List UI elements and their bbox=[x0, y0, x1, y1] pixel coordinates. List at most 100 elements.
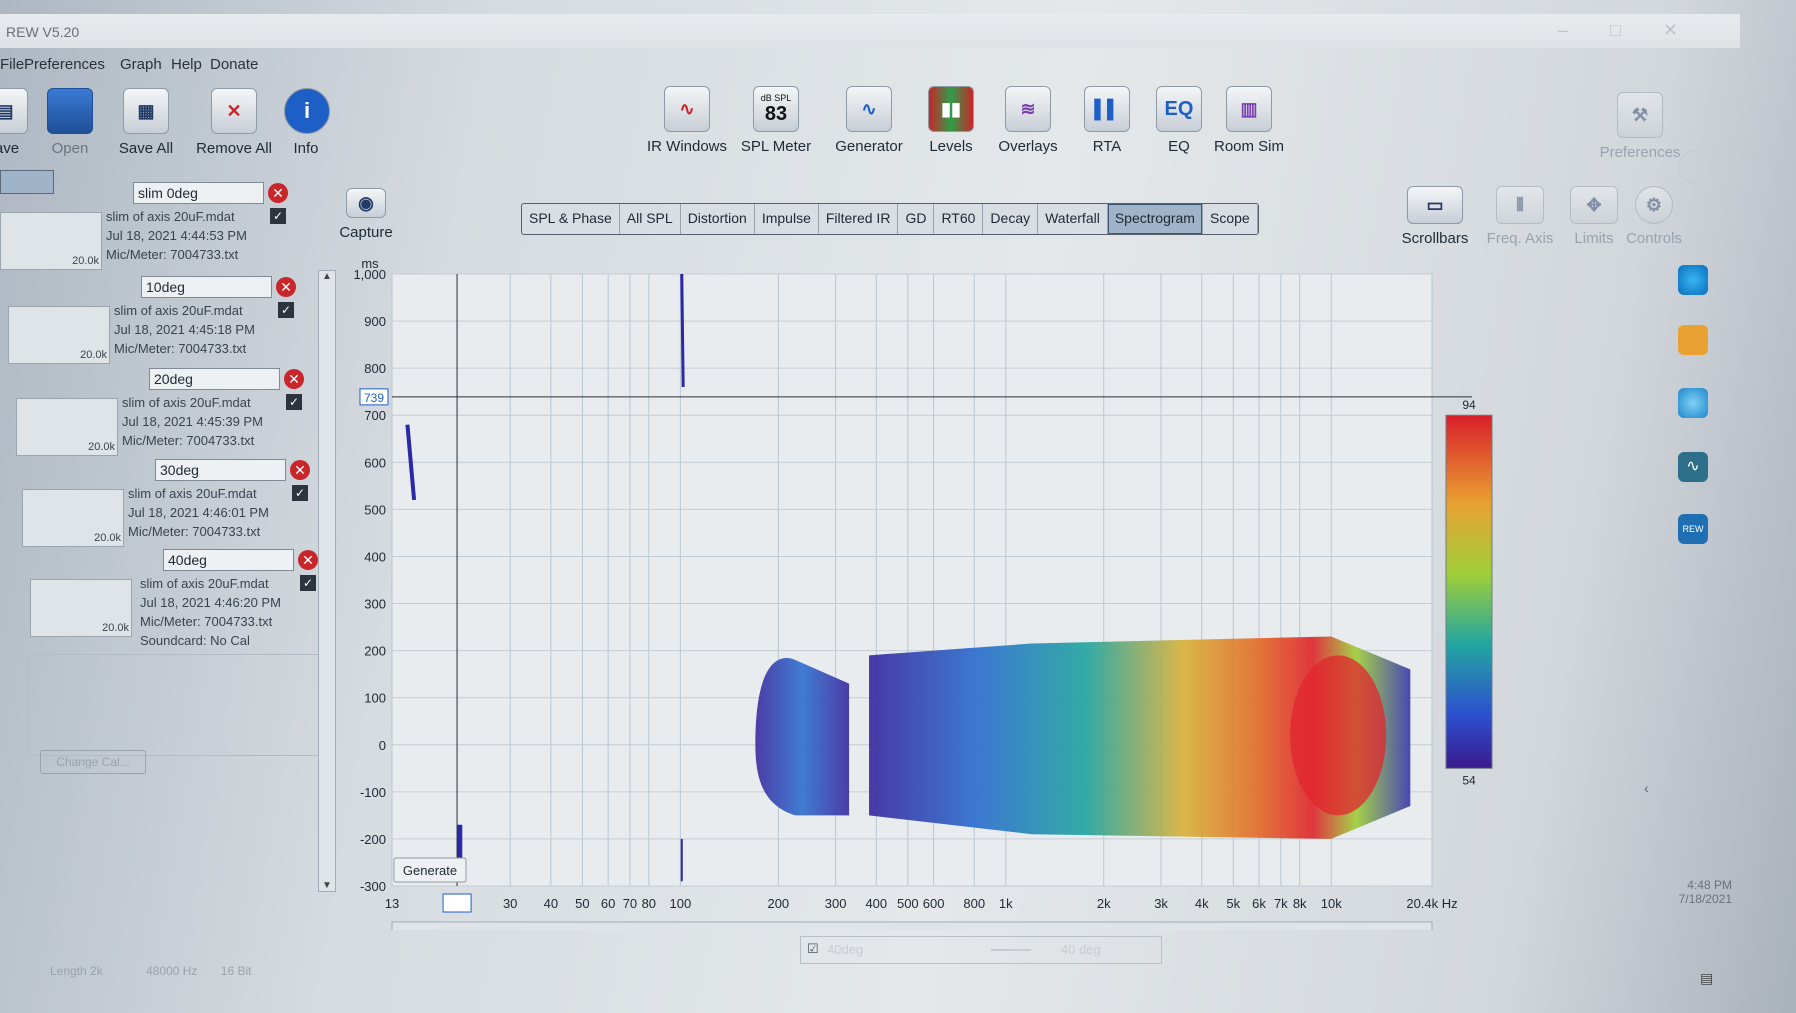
window-title: REW V5.20 bbox=[6, 24, 80, 40]
measurement-item-4[interactable]: 40deg ✕ 20.0k slim of axis 20uF.mdat Jul… bbox=[30, 549, 340, 649]
maximize-button[interactable]: □ bbox=[1610, 20, 1663, 40]
x-tick-label: 40 bbox=[544, 896, 558, 911]
menu-help[interactable]: Help bbox=[171, 56, 202, 73]
graph-tabs: SPL & Phase All SPL Distortion Impulse F… bbox=[521, 203, 1259, 235]
gear-icon: ⚙ bbox=[1635, 186, 1673, 224]
measurement-info: slim of axis 20uF.mdat Jul 18, 2021 4:45… bbox=[114, 303, 255, 356]
empty-measurement-slot bbox=[28, 654, 330, 756]
measurement-item-0[interactable]: slim 0deg ✕ 20.0k slim of axis 20uF.mdat… bbox=[0, 182, 310, 272]
checkbox-icon[interactable]: ✓ bbox=[300, 575, 316, 591]
measurement-name-field[interactable]: 30deg bbox=[155, 459, 286, 481]
controls-button[interactable]: ⚙ Controls bbox=[1624, 186, 1684, 247]
info-button[interactable]: i Info bbox=[284, 88, 330, 157]
overlays-button[interactable]: ≋ Overlays bbox=[991, 86, 1065, 155]
remove-measurement-icon[interactable]: ✕ bbox=[290, 460, 310, 480]
minimize-button[interactable]: – bbox=[1558, 20, 1611, 40]
measurement-thumbnail: 20.0k bbox=[30, 579, 132, 637]
scroll-up-icon[interactable]: ▲ bbox=[322, 271, 332, 282]
measurement-item-3[interactable]: 30deg ✕ 20.0k slim of axis 20uF.mdat Jul… bbox=[22, 459, 332, 549]
legend-checkbox[interactable]: ☑ bbox=[807, 941, 819, 956]
remove-measurement-icon[interactable]: ✕ bbox=[284, 369, 304, 389]
save-button[interactable]: ▤ Save bbox=[0, 88, 28, 157]
generate-button-label[interactable]: Generate bbox=[403, 863, 457, 878]
rew-icon[interactable]: REW bbox=[1678, 514, 1708, 544]
file-explorer-icon[interactable] bbox=[1678, 325, 1708, 355]
generator-button[interactable]: ∿ Generator bbox=[829, 86, 909, 155]
tab-scope[interactable]: Scope bbox=[1203, 204, 1258, 234]
remove-measurement-icon[interactable]: ✕ bbox=[298, 550, 318, 570]
tab-rt60[interactable]: RT60 bbox=[934, 204, 984, 234]
change-cal-button[interactable]: Change Cal... bbox=[40, 750, 146, 774]
y-tick-label: 700 bbox=[364, 408, 386, 423]
remove-all-icon: ✕ bbox=[211, 88, 257, 134]
notification-icon[interactable]: ▤ bbox=[1700, 970, 1714, 986]
cortana-icon[interactable] bbox=[1678, 150, 1712, 184]
menu-graph[interactable]: Graph bbox=[120, 56, 162, 73]
spectrogram-plot[interactable]: 1320.63040506070801002003004005006008001… bbox=[330, 250, 1670, 930]
tray-chevron-icon[interactable]: ‹ bbox=[1644, 780, 1649, 796]
eq-button[interactable]: EQ EQ bbox=[1154, 86, 1204, 155]
capture-button[interactable]: ◉ Capture bbox=[336, 188, 396, 241]
y-tick-label: 1,000 bbox=[353, 267, 386, 282]
vertical-scrollbar[interactable]: ▲ ▼ bbox=[318, 270, 336, 892]
tab-spectrogram[interactable]: Spectrogram bbox=[1107, 204, 1203, 234]
x-tick-label: 50 bbox=[575, 896, 589, 911]
close-button[interactable]: ✕ bbox=[1662, 20, 1720, 40]
scroll-down-icon[interactable]: ▼ bbox=[322, 880, 332, 891]
save-icon: ▤ bbox=[0, 88, 28, 134]
tab-distortion[interactable]: Distortion bbox=[681, 204, 755, 234]
measurement-thumbnail: 20.0k bbox=[0, 212, 102, 270]
menu-donate[interactable]: Donate bbox=[210, 56, 259, 73]
status-bar: Length 2k 48000 Hz 16 Bit bbox=[50, 964, 252, 978]
measurement-name-field[interactable]: 20deg bbox=[149, 368, 280, 390]
preferences-button[interactable]: ⚒ Preferences bbox=[1594, 92, 1686, 161]
save-all-button[interactable]: ▦ Save All bbox=[116, 88, 176, 157]
measurement-item-2[interactable]: 20deg ✕ 20.0k slim of axis 20uF.mdat Jul… bbox=[16, 368, 326, 458]
tab-decay[interactable]: Decay bbox=[983, 204, 1039, 234]
remove-all-button[interactable]: ✕ Remove All bbox=[196, 88, 272, 157]
remove-measurement-icon[interactable]: ✕ bbox=[268, 183, 288, 203]
checkbox-icon[interactable]: ✓ bbox=[292, 485, 308, 501]
scrollbars-icon: ▭ bbox=[1407, 186, 1463, 224]
checkbox-icon[interactable]: ✓ bbox=[278, 302, 294, 318]
browser-icon[interactable] bbox=[1678, 388, 1708, 418]
measurement-name-field[interactable]: 10deg bbox=[141, 276, 272, 298]
tab-gd[interactable]: GD bbox=[898, 204, 935, 234]
spl-meter-button[interactable]: dB SPL 83 SPL Meter bbox=[738, 86, 814, 155]
measurement-name-field[interactable]: 40deg bbox=[163, 549, 294, 571]
tab-all-spl[interactable]: All SPL bbox=[620, 204, 681, 234]
measurement-item-1[interactable]: 10deg ✕ 20.0k slim of axis 20uF.mdat Jul… bbox=[8, 276, 318, 366]
tab-spl-phase[interactable]: SPL & Phase bbox=[522, 204, 620, 234]
checkbox-icon[interactable]: ✓ bbox=[286, 394, 302, 410]
remove-measurement-icon[interactable]: ✕ bbox=[276, 277, 296, 297]
app-icon[interactable]: ∿ bbox=[1678, 452, 1708, 482]
x-tick-label: 3k bbox=[1154, 896, 1168, 911]
tab-filtered-ir[interactable]: Filtered IR bbox=[819, 204, 899, 234]
panel-toggle[interactable] bbox=[0, 170, 54, 194]
limits-button[interactable]: ✥ Limits bbox=[1564, 186, 1624, 247]
tab-impulse[interactable]: Impulse bbox=[755, 204, 819, 234]
horizontal-scrollbar[interactable] bbox=[391, 921, 1433, 930]
color-scale-max: 94 bbox=[1462, 398, 1476, 412]
room-sim-icon: ▥ bbox=[1226, 86, 1272, 132]
y-tick-label: 900 bbox=[364, 314, 386, 329]
tab-waterfall[interactable]: Waterfall bbox=[1038, 204, 1108, 234]
freq-axis-button[interactable]: ⦀ Freq. Axis bbox=[1480, 186, 1560, 247]
clock[interactable]: 4:48 PM 7/18/2021 bbox=[1678, 878, 1732, 906]
measurement-thumbnail: 20.0k bbox=[8, 306, 110, 364]
y-unit-label: ms bbox=[361, 256, 379, 271]
menu-file[interactable]: File bbox=[0, 56, 25, 73]
edge-icon[interactable] bbox=[1678, 265, 1708, 295]
scrollbars-button[interactable]: ▭ Scrollbars bbox=[1400, 186, 1470, 247]
open-button[interactable]: Open bbox=[46, 88, 94, 157]
rta-button[interactable]: ▌▌ RTA bbox=[1082, 86, 1132, 155]
room-sim-button[interactable]: ▥ Room Sim bbox=[1212, 86, 1286, 155]
checkbox-icon[interactable]: ✓ bbox=[270, 208, 286, 224]
levels-button[interactable]: ▮▮ Levels bbox=[920, 86, 982, 155]
x-tick-label: 2k bbox=[1097, 896, 1111, 911]
generate-button[interactable] bbox=[393, 857, 467, 883]
ir-windows-button[interactable]: ∿ IR Windows bbox=[647, 86, 727, 155]
measurement-name-field[interactable]: slim 0deg bbox=[133, 182, 264, 204]
menu-preferences[interactable]: Preferences bbox=[24, 56, 105, 73]
